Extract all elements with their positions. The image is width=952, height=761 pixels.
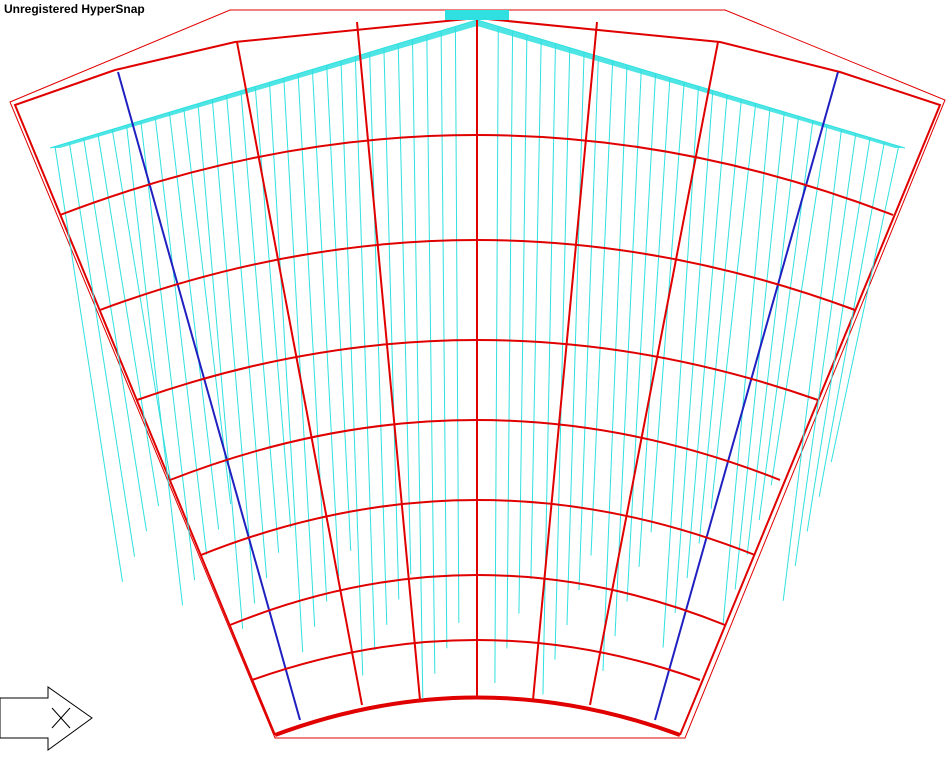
hanger-line	[168, 112, 220, 530]
hanger-line	[506, 30, 514, 649]
hanger-line	[83, 137, 148, 532]
hanger-line	[454, 26, 460, 623]
hanger-line	[782, 128, 842, 601]
hanger-line	[397, 43, 412, 575]
hanger-line	[518, 34, 528, 614]
hanger-line	[126, 125, 184, 606]
hanger-line	[211, 99, 256, 604]
wedge-edge	[49, 19, 478, 149]
hanger-line	[383, 47, 400, 600]
outer-outline	[9, 9, 946, 739]
hanger-line	[412, 39, 424, 699]
hanger-line	[369, 52, 388, 625]
arc	[59, 134, 894, 216]
hanger-line	[698, 99, 742, 544]
hanger-line	[311, 69, 340, 577]
hanger-line	[254, 86, 292, 528]
hanger-line	[758, 120, 814, 521]
hanger-line	[97, 133, 160, 507]
radial-line	[654, 71, 839, 721]
hanger-line	[68, 142, 136, 557]
hanger-line	[686, 94, 728, 579]
radial-line	[117, 71, 301, 721]
watermark: Unregistered HyperSnap	[4, 2, 145, 16]
hanger-line	[197, 103, 244, 629]
hanger-line	[710, 103, 757, 509]
arc	[99, 239, 856, 311]
hanger-line	[154, 116, 208, 555]
hanger-line	[626, 73, 657, 602]
arc	[200, 499, 756, 556]
hanger-line	[140, 120, 196, 581]
arc	[136, 339, 819, 401]
hanger-line	[830, 146, 900, 463]
radial-line	[532, 21, 598, 701]
arc	[169, 419, 781, 481]
bottom-arc	[274, 695, 681, 737]
hanger-line	[794, 133, 857, 567]
hanger-line	[297, 73, 328, 602]
arcs	[59, 134, 894, 681]
hanger-line	[578, 56, 599, 591]
hanger-line	[54, 146, 124, 583]
hanger-line	[554, 47, 571, 660]
hanger-line	[530, 39, 542, 580]
hanger-line	[240, 90, 280, 553]
hanger-line	[770, 124, 828, 486]
hanger-line	[183, 107, 232, 505]
hanger-line	[494, 26, 499, 684]
radial-lines	[117, 20, 839, 721]
hanger-line	[566, 52, 585, 625]
radial-line	[589, 41, 719, 706]
hanger-line	[440, 30, 448, 649]
hanger-line	[226, 95, 268, 579]
arrow-icon	[0, 686, 93, 751]
radial-line	[356, 21, 421, 701]
arrow	[0, 686, 93, 751]
cyan-wedges	[49, 10, 906, 149]
hanger-line	[638, 77, 671, 567]
hanger-line	[542, 43, 556, 695]
hanger-line	[674, 90, 714, 613]
hanger-line	[806, 137, 871, 532]
hanger-line	[602, 64, 628, 671]
header-block	[445, 10, 509, 20]
hanger-line	[340, 60, 364, 676]
hanger-line	[746, 116, 800, 555]
cyan-hangers	[54, 26, 900, 699]
hanger-line	[326, 65, 352, 551]
hanger-line	[283, 77, 316, 627]
hanger-line	[426, 35, 436, 674]
hanger-line	[269, 82, 304, 653]
hanger-line	[662, 86, 699, 648]
radial-line	[236, 41, 363, 706]
hanger-line	[590, 60, 614, 556]
wedge-edge	[476, 19, 906, 149]
hanger-line	[354, 56, 376, 651]
arrow-cross	[51, 707, 71, 729]
hanger-line	[722, 107, 771, 625]
hanger-line	[818, 141, 885, 497]
arc	[229, 574, 726, 626]
arc	[251, 639, 701, 681]
